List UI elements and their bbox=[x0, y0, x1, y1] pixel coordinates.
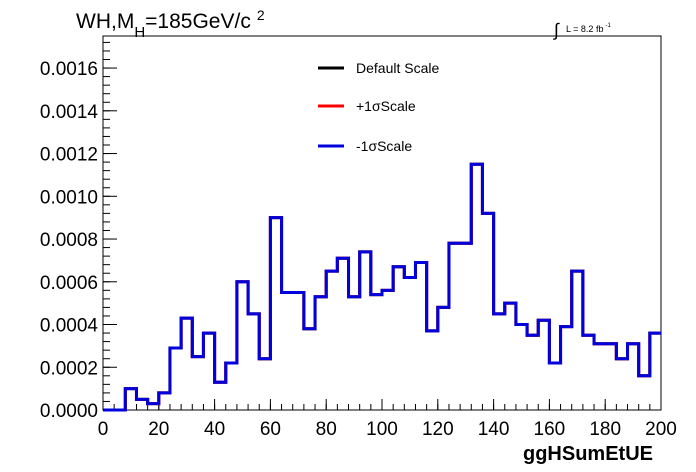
y-tick-label: 0.0014 bbox=[40, 102, 99, 123]
x-tick-label: 200 bbox=[645, 419, 677, 440]
x-axis-label: ggHSumEtUE bbox=[523, 443, 653, 465]
y-tick-label: 0.0016 bbox=[40, 59, 98, 80]
chart-title: WH,MH=185GeV/c 2 bbox=[76, 7, 265, 41]
x-tick-label: 160 bbox=[534, 419, 566, 440]
x-tick-label: 40 bbox=[204, 419, 225, 440]
legend-label: Default Scale bbox=[356, 60, 439, 76]
x-tick-label: 120 bbox=[422, 419, 454, 440]
x-tick-label: 140 bbox=[478, 419, 510, 440]
lumi-integral-symbol: ∫ bbox=[552, 20, 560, 40]
plot-frame bbox=[102, 35, 662, 411]
y-tick-label: 0.0008 bbox=[40, 230, 98, 251]
legend: Default Scale +1σScale -1σScale bbox=[318, 60, 439, 154]
y-tick-label: 0.0000 bbox=[40, 401, 98, 422]
legend-label: -1σScale bbox=[356, 138, 412, 154]
histogram-series bbox=[103, 162, 661, 412]
histogram-line bbox=[103, 162, 661, 412]
x-tick-label: 20 bbox=[148, 419, 169, 440]
legend-label: +1σScale bbox=[356, 98, 416, 114]
y-tick-label: 0.0002 bbox=[40, 358, 98, 379]
x-tick-label: 100 bbox=[366, 419, 398, 440]
histogram-line bbox=[103, 162, 661, 412]
lumi-label: L = 8.2 fb -1 bbox=[566, 23, 611, 34]
series-2 bbox=[103, 162, 661, 412]
x-tick-label: 0 bbox=[98, 419, 109, 440]
x-tick-label: 180 bbox=[589, 419, 621, 440]
y-tick-label: 0.0012 bbox=[40, 145, 98, 166]
y-axis: 0.0000 0.0002 0.0004 0.0006 0.0008 0.0010 0.00… bbox=[40, 41, 117, 422]
x-tick-label: 60 bbox=[260, 419, 281, 440]
y-tick-label: 0.0006 bbox=[40, 273, 98, 294]
y-tick-label: 0.0010 bbox=[40, 187, 98, 208]
y-tick-label: 0.0004 bbox=[40, 316, 99, 337]
series-0 bbox=[103, 162, 661, 412]
x-axis: 0 20 40 60 80 100 120 140 160 180 200 bbox=[98, 399, 677, 440]
x-tick-label: 80 bbox=[316, 419, 337, 440]
series-1 bbox=[103, 162, 661, 412]
histogram-line bbox=[103, 162, 661, 412]
